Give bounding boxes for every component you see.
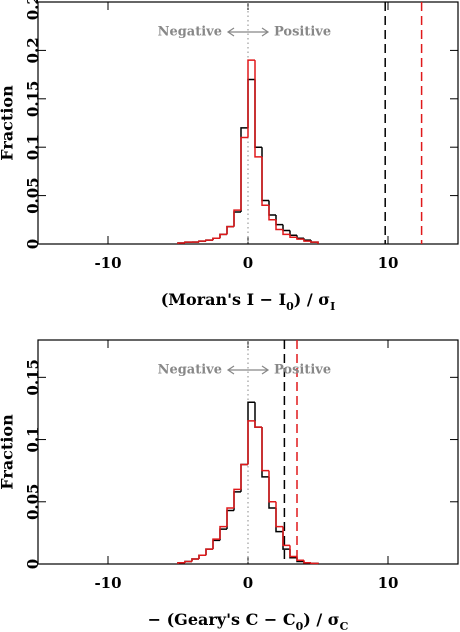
histogram-bin: [275, 501, 283, 528]
histogram-bin: [219, 525, 227, 540]
x-axis-label-part: 0: [286, 300, 294, 313]
y-tick-label: 0.1: [24, 427, 42, 453]
y-tick-label: 0.15: [24, 359, 42, 396]
y-tick-label: 0.2: [24, 37, 42, 63]
histogram-bin: [247, 401, 255, 465]
histogram-bin: [282, 229, 290, 236]
histogram-bin: [254, 402, 262, 428]
histogram-bin: [289, 545, 297, 558]
arrow: [226, 365, 270, 375]
panel: 0 0.05 0.1 0.15 -10 0 10 Negative Positive Fracti…: [0, 339, 459, 632]
y-tick-label: 0.1: [24, 134, 42, 160]
x-tick-label: 10: [378, 254, 399, 272]
histogram-bin: [289, 234, 297, 238]
histogram-bin: [268, 476, 276, 509]
histogram-bin: [247, 59, 255, 138]
histogram-bin: [205, 548, 213, 556]
x-axis-label-part: ) / σ: [303, 610, 339, 629]
y-tick-label: 0.05: [24, 177, 42, 214]
histogram-bin: [233, 211, 241, 227]
histogram-bin: [233, 209, 241, 227]
x-axis-label-part: (Moran's I − I: [161, 290, 286, 309]
histogram-bin: [268, 205, 276, 221]
histogram-bin: [240, 463, 248, 490]
histogram-bin: [247, 420, 255, 465]
histogram-bin: [184, 560, 192, 563]
histogram-bin: [282, 526, 290, 547]
x-axis-label-part: 0: [296, 620, 304, 632]
histogram-bin: [268, 200, 276, 216]
histogram-bin: [254, 60, 262, 158]
histogram-bin: [240, 463, 248, 492]
histogram-bin: [212, 539, 220, 550]
histogram-bin: [254, 420, 262, 428]
histogram-bin: [226, 509, 234, 530]
x-axis-label: − (Geary's C − C0) / σC: [148, 610, 349, 632]
annotation: Positive: [274, 25, 331, 40]
histogram-bin: [212, 538, 220, 550]
arrow: [226, 27, 270, 37]
x-axis-label-part: C: [340, 620, 349, 632]
x-tick-label: 0: [243, 574, 253, 592]
histogram-bin: [261, 156, 269, 207]
y-tick-label: 0.25: [24, 0, 42, 20]
annotation: Negative: [158, 25, 222, 40]
histogram-bin: [247, 78, 255, 128]
y-tick-label: 0: [24, 559, 42, 569]
histogram-bin: [226, 507, 234, 527]
y-axis-label: Fraction: [0, 414, 17, 490]
histogram-bin: [261, 147, 269, 202]
x-tick-label: -10: [94, 574, 121, 592]
histogram-bin: [296, 556, 304, 562]
histogram-bin: [268, 470, 276, 503]
x-axis-label-part: ) / σ: [294, 290, 330, 309]
histogram-bin: [282, 224, 290, 232]
y-axis-label: Fraction: [0, 85, 17, 161]
y-tick-label: 0.05: [24, 484, 42, 521]
x-axis-label: (Moran's I − I0) / σI: [161, 290, 336, 313]
y-tick-label: 0.15: [24, 81, 42, 118]
histogram-bin: [205, 548, 213, 556]
histogram-bin: [275, 219, 283, 231]
x-tick-label: 0: [243, 254, 253, 272]
histogram-bin: [275, 508, 283, 533]
y-tick-label: 0: [24, 239, 42, 249]
x-axis-label-part: I: [330, 300, 335, 313]
histogram-bin: [296, 237, 304, 240]
histogram-bin: [191, 558, 199, 562]
annotation: Positive: [274, 363, 331, 378]
histogram-bin: [310, 562, 319, 565]
histogram-bin: [275, 214, 283, 226]
histogram-bin: [240, 127, 248, 213]
histogram-bin: [177, 242, 185, 244]
x-tick-label: 10: [378, 574, 399, 592]
histogram-bin: [226, 225, 234, 235]
histogram-bin: [233, 488, 241, 508]
histogram-bin: [219, 528, 227, 541]
histogram-bin: [198, 240, 206, 243]
histogram-bin: [177, 562, 185, 564]
histogram-bin: [261, 427, 269, 478]
histogram-bin: [303, 239, 311, 242]
histogram-bin: [303, 560, 311, 564]
histogram-bin: [198, 554, 206, 560]
histogram-bin: [233, 491, 241, 511]
x-tick-label: -10: [94, 254, 121, 272]
histogram-bin: [205, 239, 213, 242]
histogram-bin: [254, 79, 262, 148]
histogram-bin: [212, 237, 220, 241]
panel: 0 0.05 0.1 0.15 0.2 0.25 -10 0 10 Negative Positiv…: [0, 0, 459, 313]
histogram-bin: [184, 241, 192, 244]
histogram-bin: [240, 136, 248, 211]
histogram-bin: [296, 235, 304, 239]
histogram-bin: [310, 241, 319, 244]
annotation: Negative: [158, 363, 222, 378]
histogram-bin: [219, 233, 227, 239]
x-axis-label-part: − (Geary's C − C: [148, 610, 296, 629]
histogram-bin: [226, 225, 234, 235]
histogram-bin: [261, 427, 269, 472]
histogram-bin: [303, 238, 311, 241]
histogram-bin: [289, 230, 297, 237]
